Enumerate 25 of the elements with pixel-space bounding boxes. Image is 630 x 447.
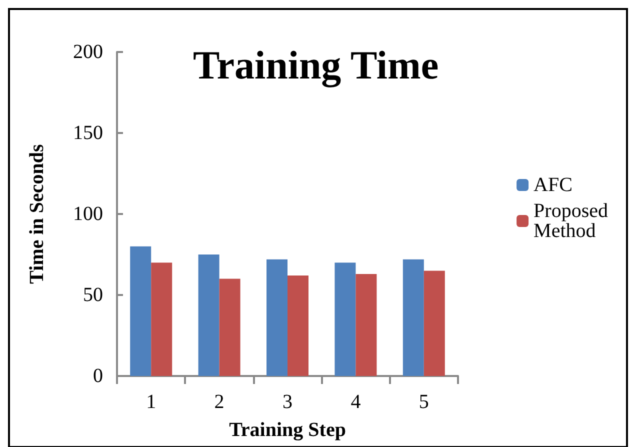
bar: [151, 262, 172, 376]
bar: [288, 276, 308, 376]
x-tick-label: 2: [214, 391, 224, 413]
x-tick-label: 1: [146, 391, 156, 413]
x-tick-label: 3: [282, 391, 292, 413]
bar: [424, 270, 445, 376]
legend-label: AFC: [534, 174, 572, 196]
y-tick-label: 50: [83, 284, 103, 306]
x-axis-title: Training Step: [229, 419, 346, 441]
y-tick-label: 100: [73, 203, 103, 225]
bar: [266, 259, 288, 376]
y-tick-label: 200: [73, 41, 103, 63]
x-tick-label: 5: [418, 391, 429, 413]
bar: [198, 254, 220, 376]
chart-title: Training Time: [193, 42, 439, 88]
y-tick-label: 0: [93, 365, 103, 387]
bar: [402, 259, 424, 376]
y-axis-title: Time in Seconds: [26, 144, 48, 284]
bar: [130, 246, 152, 376]
bar: [219, 278, 240, 376]
x-tick-label: 4: [350, 391, 361, 413]
y-tick-label: 150: [73, 122, 103, 144]
legend-label: Proposed Method: [534, 200, 614, 242]
bar: [334, 262, 356, 376]
bar: [356, 274, 377, 376]
